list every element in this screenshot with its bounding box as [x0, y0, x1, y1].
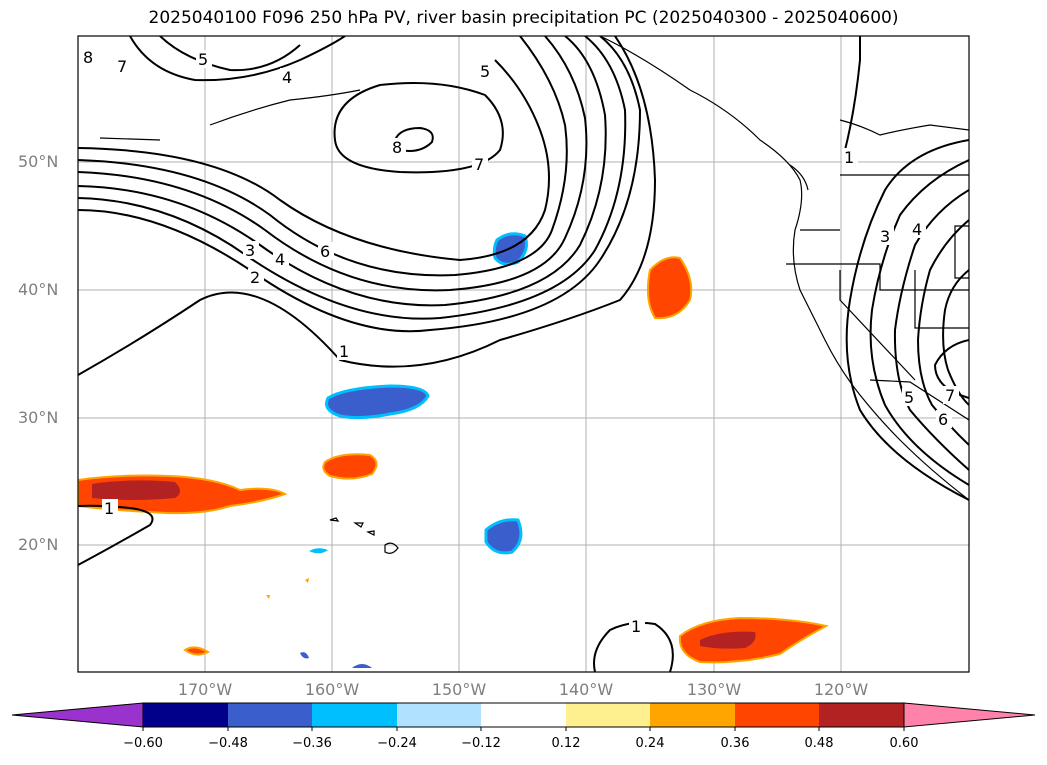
- contour-label: 7: [117, 57, 127, 76]
- colorbar-tick-label: 0.48: [804, 736, 834, 751]
- map-title: 2025040100 F096 250 hPa PV, river basin …: [148, 8, 899, 28]
- lon-label-160w: 160°W: [304, 680, 360, 699]
- precip-small-blob-6: [305, 578, 309, 583]
- precip-positive-blob-near-hawaii: [322, 453, 378, 480]
- precip-negative-blob-30n: [325, 384, 430, 420]
- lon-label-170w: 170°W: [177, 680, 233, 699]
- contour-label: 8: [392, 138, 402, 157]
- colorbar-tick-label: −0.48: [208, 736, 248, 751]
- contour-label: 1: [339, 342, 349, 361]
- coastlines: [99, 36, 969, 501]
- contour-label: 1: [104, 499, 114, 518]
- hawaiian-islands: [329, 517, 399, 554]
- colorbar-tick-label: −0.24: [377, 736, 417, 751]
- contour-label: 5: [480, 62, 490, 81]
- graticule: [78, 36, 969, 672]
- contour-label: 6: [320, 242, 330, 261]
- precip-anomaly-fill: [78, 232, 829, 668]
- contour-label: 7: [945, 386, 955, 405]
- lon-label-120w: 120°W: [813, 680, 869, 699]
- precip-strong-core-subtropics-west: [92, 480, 180, 500]
- contour-label: 5: [904, 388, 914, 407]
- lat-label-20n: 20°N: [18, 535, 59, 554]
- colorbar-tick-label: 0.36: [720, 736, 750, 751]
- contour-label: 4: [912, 220, 922, 239]
- map-panel: 8 7 5 4 5 8 7 6 4 3 2 1 1 1: [78, 36, 969, 672]
- contour-label: 2: [250, 268, 260, 287]
- map-frame: [77, 35, 970, 673]
- contour-label: 4: [275, 250, 285, 269]
- colorbar-tick-label: −0.12: [461, 736, 501, 751]
- precip-small-blob-5: [266, 595, 270, 599]
- precip-small-blob-4: [352, 664, 372, 668]
- colorbar-bin: [650, 703, 735, 727]
- precip-positive-blob-40n: [646, 256, 693, 320]
- lon-label-140w: 140°W: [558, 680, 614, 699]
- colorbar-bin: [397, 703, 481, 727]
- colorbar: [11, 702, 1036, 731]
- colorbar-tick-label: −0.36: [292, 736, 332, 751]
- precip-small-blob-3: [300, 652, 309, 659]
- lat-label-30n: 30°N: [18, 408, 59, 427]
- precip-strong-core-south: [700, 631, 756, 649]
- colorbar-tick-label: 0.24: [635, 736, 665, 751]
- precip-negative-blob-20n: [484, 518, 523, 555]
- contour-label: 5: [198, 50, 208, 69]
- colorbar-tick-label: 0.60: [889, 736, 919, 751]
- precip-small-blob-1: [183, 646, 211, 656]
- contour-label: 3: [245, 241, 255, 260]
- contour-label: 8: [83, 48, 93, 67]
- colorbar-bin: [735, 703, 819, 727]
- colorbar-bin: [143, 703, 228, 727]
- colorbar-bin: [566, 703, 650, 727]
- contour-label: 4: [282, 68, 292, 87]
- colorbar-bin: [819, 703, 904, 727]
- colorbar-bin: [228, 703, 312, 727]
- lon-label-150w: 150°W: [431, 680, 487, 699]
- contour-label: 7: [474, 155, 484, 174]
- lat-label-50n: 50°N: [18, 152, 59, 171]
- colorbar-tick-label: 0.12: [551, 736, 581, 751]
- lat-label-40n: 40°N: [18, 280, 59, 299]
- colorbar-extend-low: [11, 702, 144, 728]
- contour-label: 3: [880, 227, 890, 246]
- colorbar-extend-high: [903, 702, 1036, 728]
- precip-small-blob-2: [309, 548, 328, 554]
- pv-contours: [78, 36, 969, 672]
- lon-label-130w: 130°W: [686, 680, 742, 699]
- colorbar-bin: [481, 703, 566, 727]
- contour-label: 1: [631, 617, 641, 636]
- colorbar-tick-label: −0.60: [123, 736, 163, 751]
- colorbar-frame: [142, 702, 905, 728]
- colorbar-bin: [312, 703, 397, 727]
- contour-label: 6: [938, 410, 948, 429]
- contour-label: 1: [844, 148, 854, 167]
